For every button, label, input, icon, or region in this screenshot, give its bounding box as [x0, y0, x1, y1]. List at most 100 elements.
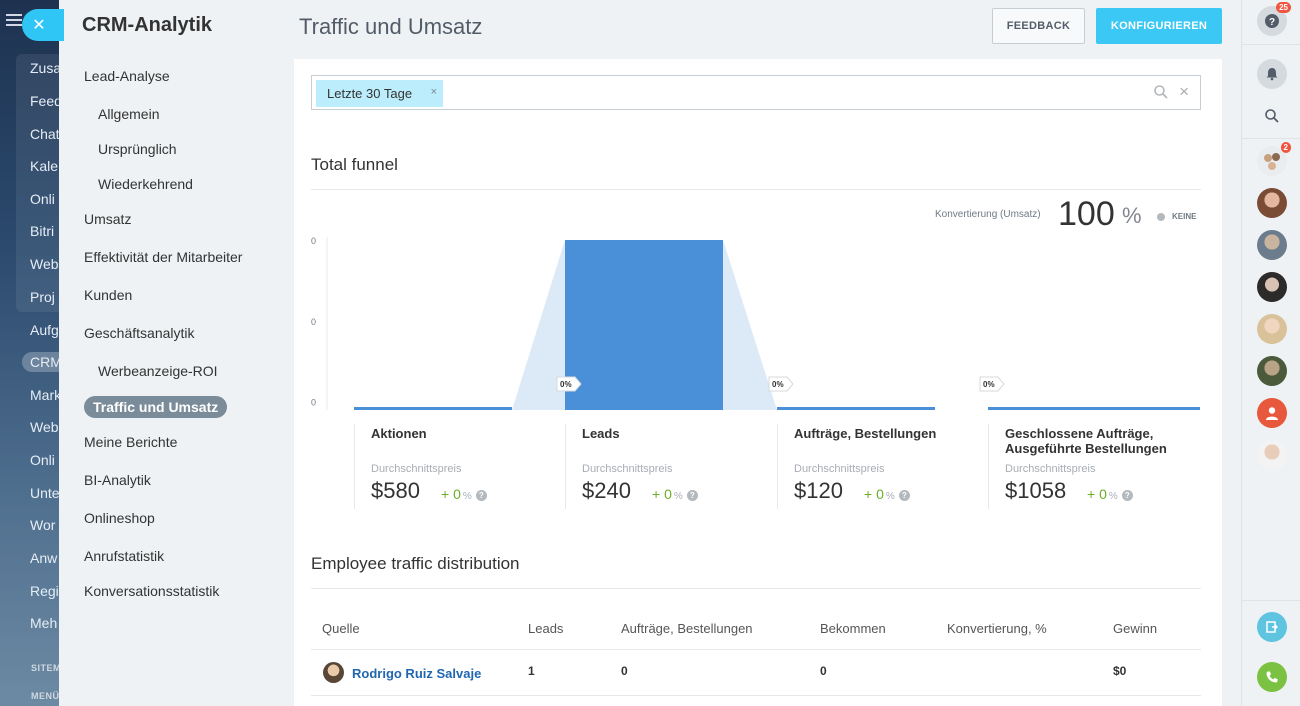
- svg-text:?: ?: [1269, 17, 1275, 28]
- stage-name: Aktionen: [371, 426, 427, 441]
- avatar[interactable]: [1257, 314, 1287, 344]
- sidebar-item[interactable]: Unte: [30, 485, 60, 501]
- sidebar-item[interactable]: Onli: [30, 191, 55, 207]
- notifications-button[interactable]: [1257, 59, 1287, 89]
- analytics-nav: CRM-Analytik Lead-Analyse Allgemein Ursp…: [59, 0, 279, 706]
- phone-icon: [1266, 671, 1278, 683]
- configure-button[interactable]: KONFIGURIEREN: [1096, 8, 1222, 44]
- stage-change: + 0%?: [1087, 486, 1133, 502]
- group-chat-avatar[interactable]: 2: [1257, 142, 1291, 176]
- avatar[interactable]: [1257, 398, 1287, 428]
- sidebar-item[interactable]: Feed: [30, 93, 62, 109]
- y-tick-label: 0: [311, 317, 316, 327]
- avatar[interactable]: [1257, 230, 1287, 260]
- funnel-bar: [565, 240, 723, 410]
- sidebar-item[interactable]: Chat: [30, 126, 60, 142]
- search-icon[interactable]: [1153, 84, 1169, 100]
- sidebar-item[interactable]: Web: [30, 256, 59, 272]
- group-avatar-icon: [1264, 153, 1280, 170]
- sidebar-item[interactable]: Onli: [30, 452, 55, 468]
- sidebar-item[interactable]: Bitri: [30, 223, 55, 239]
- nav-item-geschaeftsanalytik[interactable]: Geschäftsanalytik: [84, 325, 195, 341]
- nav-item-urspruenglich[interactable]: Ursprünglich: [98, 141, 177, 157]
- nav-item-effektivitaet[interactable]: Effektivität der Mitarbeiter: [84, 249, 243, 265]
- nav-item-onlineshop[interactable]: Onlineshop: [84, 510, 155, 526]
- nav-item-traffic-und-umsatz[interactable]: Traffic und Umsatz: [84, 396, 228, 418]
- column-header-bekommen[interactable]: Bekommen: [820, 621, 886, 636]
- sidebar-section-label: SITEM: [31, 663, 62, 673]
- column-header-leads[interactable]: Leads: [528, 621, 564, 636]
- nav-item-anrufstatistik[interactable]: Anrufstatistik: [84, 548, 165, 564]
- nav-item-wiederkehrend[interactable]: Wiederkehrend: [98, 176, 193, 192]
- sidebar-item-crm[interactable]: CRM: [22, 352, 62, 372]
- avatar: [323, 662, 344, 683]
- column-header-quelle[interactable]: Quelle: [322, 621, 360, 636]
- employee-link[interactable]: Rodrigo Ruiz Salvaje: [352, 666, 482, 681]
- nav-title: CRM-Analytik: [82, 14, 213, 36]
- sidebar-item[interactable]: Wor: [30, 517, 56, 533]
- stage-change-value: + 0: [652, 486, 672, 502]
- filter-tag-remove-icon[interactable]: ×: [430, 86, 437, 98]
- table-divider: [311, 695, 1201, 696]
- documents-button[interactable]: [1257, 612, 1287, 642]
- help-icon[interactable]: ?: [475, 490, 487, 501]
- feedback-button[interactable]: FEEDBACK: [992, 8, 1085, 44]
- cell-orders: 0: [621, 664, 628, 678]
- analytics-panel: CRM-Analytik Lead-Analyse Allgemein Ursp…: [59, 0, 1241, 706]
- nav-item-bi-analytik[interactable]: BI-Analytik: [84, 472, 151, 488]
- chat-badge: 2: [1280, 142, 1291, 153]
- toolbar-divider: [1242, 138, 1300, 139]
- notification-badge: 25: [1276, 2, 1291, 13]
- filter-bar[interactable]: Letzte 30 Tage × ×: [311, 75, 1201, 110]
- report-content: Letzte 30 Tage × × Total funnel Konverti…: [294, 59, 1222, 706]
- menu-icon[interactable]: [6, 14, 22, 26]
- sidebar-item[interactable]: Kale: [30, 158, 59, 174]
- avatar[interactable]: [1257, 272, 1287, 302]
- conversion-tag: [768, 376, 794, 392]
- search-button[interactable]: [1257, 101, 1287, 131]
- help-icon[interactable]: ?: [898, 490, 910, 501]
- nav-item-konversationsstatistik[interactable]: Konversationsstatistik: [84, 583, 220, 599]
- help-icon[interactable]: ?: [686, 490, 698, 501]
- avatar[interactable]: [1257, 356, 1287, 386]
- help-icon[interactable]: ?: [1121, 490, 1133, 501]
- sidebar-item[interactable]: Web: [30, 419, 59, 435]
- sidebar-item[interactable]: Zusa: [30, 60, 62, 76]
- stage-change: + 0%?: [652, 486, 698, 502]
- sidebar-item[interactable]: Mark: [30, 387, 62, 403]
- nav-item-allgemein[interactable]: Allgemein: [98, 106, 160, 122]
- sidebar-group-background: [16, 54, 62, 312]
- conversion-tag: [979, 376, 1005, 392]
- sidebar-item[interactable]: Proj: [30, 289, 55, 305]
- filter-tag[interactable]: Letzte 30 Tage ×: [316, 80, 443, 107]
- document-icon: [1266, 621, 1278, 633]
- sidebar-item[interactable]: Anw: [30, 550, 58, 566]
- stage-leads: Leads Durchschnittspreis $240 + 0%?: [565, 424, 755, 509]
- call-button[interactable]: [1257, 662, 1287, 692]
- nav-item-kunden[interactable]: Kunden: [84, 287, 133, 303]
- column-header-auftraege[interactable]: Aufträge, Bestellungen: [621, 621, 753, 636]
- avatar[interactable]: [1257, 188, 1287, 218]
- nav-item-lead-analyse[interactable]: Lead-Analyse: [84, 68, 170, 84]
- filter-clear-icon[interactable]: ×: [1179, 82, 1189, 101]
- nav-item-meine-berichte[interactable]: Meine Berichte: [84, 434, 178, 450]
- column-header-gewinn[interactable]: Gewinn: [1113, 621, 1158, 636]
- distribution-title: Employee traffic distribution: [311, 554, 520, 573]
- toolbar-divider: [1242, 44, 1300, 45]
- nav-item-umsatz[interactable]: Umsatz: [84, 211, 132, 227]
- column-header-konvertierung[interactable]: Konvertierung, %: [947, 621, 1047, 636]
- sidebar-item[interactable]: Regi: [30, 583, 59, 599]
- stage-price: $240: [582, 478, 631, 503]
- stage-price: $1058: [1005, 478, 1067, 503]
- sidebar-item[interactable]: Aufg: [30, 322, 59, 338]
- nav-item-werbeanzeige-roi[interactable]: Werbeanzeige-ROI: [98, 363, 218, 379]
- y-tick-label: 0: [311, 398, 316, 408]
- close-slider-button[interactable]: ✕: [22, 9, 64, 41]
- help-button[interactable]: ? 25: [1257, 2, 1291, 36]
- section-divider: [311, 189, 1201, 190]
- conversion-tag-label: 0%: [560, 380, 572, 389]
- sidebar-item[interactable]: Meh: [30, 615, 58, 631]
- conversion-unit: %: [1122, 203, 1142, 228]
- stage-price: $580: [371, 478, 420, 503]
- avatar[interactable]: [1257, 440, 1287, 470]
